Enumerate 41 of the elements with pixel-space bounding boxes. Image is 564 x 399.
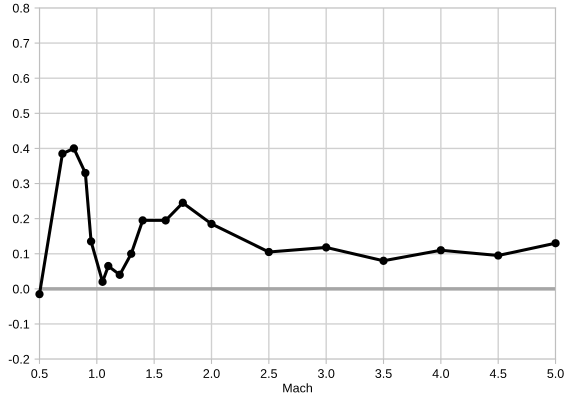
x-tick-label: 4.5 [490,369,506,378]
point [86,237,96,246]
y-tick-label: -0.1 [8,320,30,329]
x-tick-label: 4.0 [432,369,450,378]
point [161,216,170,225]
point [379,256,388,265]
y-tick-label: 0.0 [12,284,30,294]
point [104,262,112,270]
x-axis-title: Mach [283,383,312,392]
y-tick-label: 0.1 [12,250,30,258]
x-tick-label: 3.5 [375,369,392,378]
y-tick-label: 0.4 [12,144,30,154]
x-tick-label: 2.0 [203,369,220,378]
point [70,144,78,153]
point [207,220,216,228]
point [81,168,90,178]
y-tick-label: 0.6 [12,74,30,83]
point [264,248,274,256]
x-tick-label: 2.5 [260,369,278,378]
point [35,290,44,298]
point [494,251,502,260]
point [127,250,136,258]
y-tick-label: 0.3 [12,179,30,188]
point [58,150,67,158]
point [551,239,560,248]
point [436,246,446,254]
y-tick-label: 0.2 [12,214,30,224]
point [98,278,107,286]
y-tick-label: 0.8 [12,4,30,13]
point [116,270,124,279]
y-tick-label: 0.7 [12,38,30,48]
x-tick-label: 0.5 [31,369,48,378]
point [138,216,147,225]
x-tick-label: 1.0 [89,369,106,378]
point [178,198,187,208]
x-tick-label: 1.5 [146,369,162,378]
y-tick-label: -0.2 [8,354,30,364]
y-tick-label: 0.5 [12,109,30,118]
x-tick-label: 5.0 [547,369,564,378]
point [322,243,330,252]
x-tick-label: 3.0 [318,369,334,378]
